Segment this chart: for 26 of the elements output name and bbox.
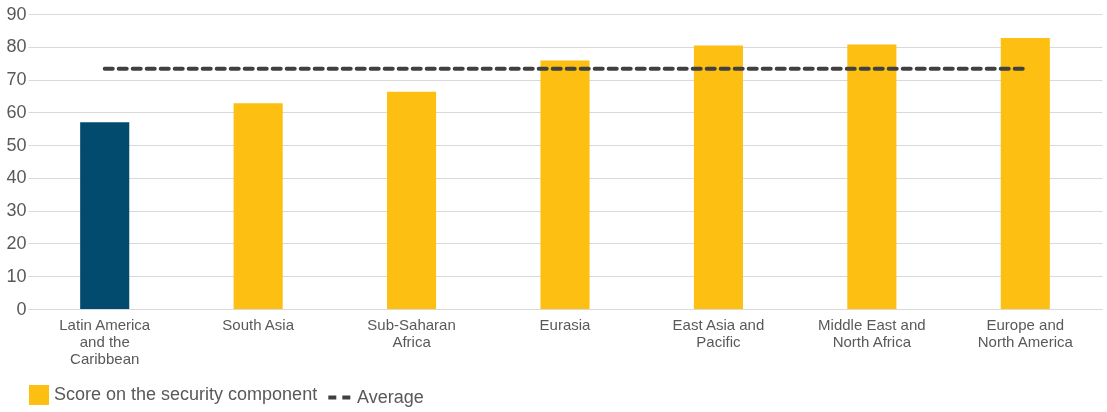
bar — [387, 91, 437, 309]
y-tick-label: 60 — [6, 101, 27, 122]
bar — [847, 44, 897, 309]
bar — [693, 45, 743, 309]
y-tick-label: 70 — [6, 69, 27, 90]
x-tick-label: Sub-Saharan Africa — [367, 315, 456, 350]
x-tick-label: East Asia and Pacific — [672, 315, 765, 350]
bar — [1000, 37, 1050, 309]
y-tick-label: 20 — [6, 232, 27, 253]
y-tick-label: 50 — [6, 134, 27, 155]
x-tick-label: South Asia — [222, 315, 295, 333]
y-tick-label: 30 — [6, 200, 27, 221]
bar — [80, 122, 130, 309]
y-tick-label: 40 — [6, 167, 27, 188]
y-tick-label: 90 — [6, 3, 27, 24]
x-tick-label: Eurasia — [539, 315, 592, 333]
y-tick-label: 0 — [16, 298, 27, 319]
legend-label: Score on the security component — [54, 384, 318, 404]
bar — [233, 103, 283, 309]
x-tick-label: Middle East and North Africa — [818, 315, 926, 350]
y-tick-label: 10 — [6, 265, 27, 286]
bar — [540, 60, 590, 309]
x-tick-label: Europe and North America — [977, 315, 1074, 350]
y-tick-label: 80 — [6, 36, 27, 57]
x-tick-label: Latin America and the Caribbean — [59, 315, 151, 367]
legend-label: Average — [357, 386, 424, 407]
